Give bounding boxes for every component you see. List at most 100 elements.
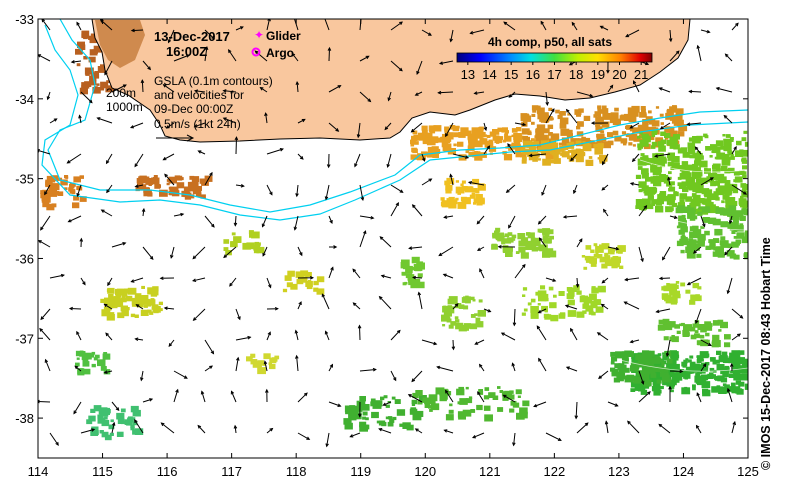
sst-pixel (684, 332, 690, 337)
velocity-arrow (602, 208, 609, 217)
sst-pixel (127, 287, 137, 295)
colorbar-tick-label: 15 (504, 67, 518, 82)
velocity-arrow (449, 29, 454, 43)
sst-pixel (652, 175, 658, 180)
sst-pixel (668, 186, 676, 192)
sst-pixel (472, 190, 476, 193)
sst-pixel (81, 85, 88, 90)
sst-pixel (731, 353, 740, 360)
sst-pixel (576, 290, 582, 295)
sst-pixel (483, 405, 491, 411)
sst-pixel (508, 148, 512, 151)
sst-pixel (539, 244, 548, 252)
sst-pixel (455, 322, 464, 330)
velocity-arrow (724, 53, 733, 62)
sst-pixel (597, 143, 604, 149)
sst-pixel (734, 150, 744, 157)
sst-pixel (637, 124, 647, 132)
velocity-arrow (665, 339, 671, 358)
sst-pixel (440, 197, 445, 201)
sst-pixel (571, 149, 577, 154)
sst-pixel (673, 191, 679, 197)
sst-pixel (498, 136, 504, 140)
colorbar-tick-label: 18 (569, 67, 583, 82)
sst-pixel (667, 152, 675, 159)
sst-pixel (458, 304, 465, 309)
sst-pixel (488, 392, 496, 398)
sst-pixel (531, 143, 535, 147)
longitude-axis: 114 115 116 117 118 119 120 121 122 123 124 125 (28, 19, 759, 479)
sst-pixel (274, 355, 280, 360)
sst-pixel (79, 87, 88, 95)
sst-pixel (690, 240, 696, 245)
sst-pixel (313, 287, 319, 292)
sst-pixel (424, 403, 431, 408)
sst-pixel (593, 253, 599, 258)
velocity-arrow (416, 60, 423, 75)
velocity-arrow (235, 335, 252, 341)
sst-pixel (612, 118, 621, 126)
velocity-arrow (321, 293, 330, 310)
sst-pixel (502, 248, 509, 253)
sst-pixel (77, 369, 85, 376)
velocity-arrow (79, 237, 84, 248)
sst-pixel (504, 133, 509, 137)
sst-pixel (653, 386, 659, 391)
sst-pixel (519, 407, 528, 415)
velocity-arrow (638, 205, 648, 217)
sst-pixel (736, 357, 745, 365)
velocity-arrow (421, 339, 438, 346)
sst-pixel (741, 149, 748, 157)
sst-pixel (699, 160, 708, 168)
sst-pixel (394, 399, 401, 404)
sst-pixel (269, 363, 276, 370)
sst-pixel (475, 190, 480, 194)
velocity-arrow (100, 209, 113, 217)
velocity-arrow (564, 304, 578, 310)
sst-pixel (90, 354, 95, 358)
sst-pixel (166, 182, 170, 186)
sst-pixel (387, 421, 394, 427)
velocity-arrow (204, 215, 215, 228)
lon-tick-label: 119 (350, 464, 371, 479)
sst-pixel (567, 310, 577, 317)
sst-pixel (511, 134, 515, 138)
sst-pixel (136, 301, 144, 308)
velocity-arrow (476, 215, 485, 225)
sst-pixel (48, 186, 56, 192)
sst-pixel (712, 163, 721, 170)
sst-pixel (407, 265, 413, 271)
sst-pixel (724, 168, 731, 174)
sst-pixel (567, 113, 571, 116)
sst-pixel (688, 238, 694, 242)
sst-pixel (316, 276, 325, 283)
sst-pixel (613, 377, 620, 383)
sst-pixel (410, 154, 418, 160)
velocity-arrow (192, 277, 206, 282)
sst-pixel (516, 127, 522, 132)
velocity-arrow (607, 246, 620, 251)
sst-pixel (195, 192, 202, 197)
sst-pixel (97, 414, 104, 420)
sst-pixel (92, 86, 101, 94)
sst-pixel (666, 371, 674, 377)
sst-pixel (701, 188, 710, 195)
sst-pixel (637, 135, 641, 139)
sst-pixel (415, 280, 420, 283)
velocity-arrow (421, 29, 432, 36)
sst-pixel (649, 135, 654, 140)
sst-pixel (515, 148, 522, 154)
sst-pixel (558, 291, 565, 296)
sst-pixel (620, 364, 627, 370)
sst-pixel (545, 149, 554, 156)
velocity-arrow (445, 122, 454, 138)
sst-pixel (562, 145, 569, 150)
sst-pixel (710, 144, 718, 150)
sst-pixel (138, 184, 147, 191)
velocity-arrow (173, 388, 179, 403)
lat-tick-label: -34 (15, 92, 34, 107)
sst-pixel (522, 400, 530, 407)
sst-pixel (695, 178, 701, 183)
sst-pixel (715, 140, 724, 147)
sst-pixel (410, 139, 416, 145)
